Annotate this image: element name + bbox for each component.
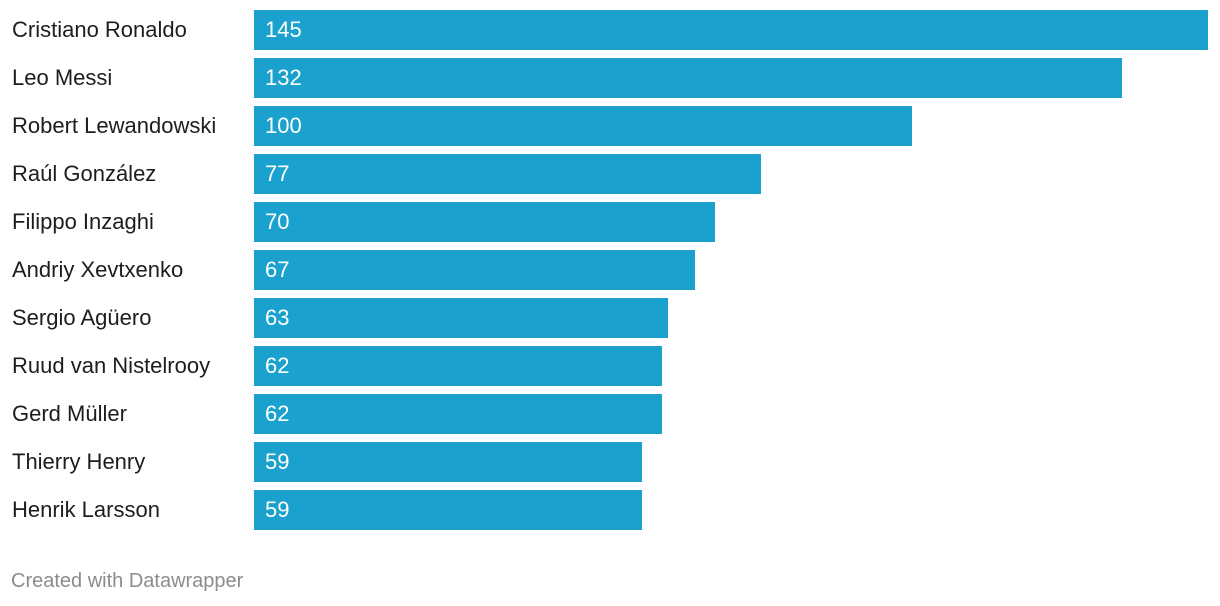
bar-row: Andriy Xevtxenko 67 [0, 250, 1220, 290]
bar-row: Gerd Müller 62 [0, 394, 1220, 434]
bar-row: Ruud van Nistelrooy 62 [0, 346, 1220, 386]
bar [254, 442, 643, 482]
value-label: 100 [265, 113, 302, 138]
category-label: Robert Lewandowski [12, 113, 217, 138]
credit-text: Created with Datawrapper [11, 570, 244, 592]
bar-row: Thierry Henry 59 [0, 442, 1220, 482]
category-label: Leo Messi [12, 65, 113, 90]
bar-row: Filippo Inzaghi 70 [0, 202, 1220, 242]
bar [254, 490, 643, 530]
value-label: 70 [265, 209, 290, 234]
bar [254, 346, 662, 386]
value-label: 77 [265, 161, 290, 186]
bar [254, 298, 669, 338]
bar [254, 58, 1123, 98]
bar-row: Sergio Agüero 63 [0, 298, 1220, 338]
value-label: 62 [265, 353, 290, 378]
value-label: 62 [265, 401, 290, 426]
category-label: Filippo Inzaghi [12, 209, 154, 234]
category-label: Gerd Müller [12, 401, 127, 426]
value-label: 132 [265, 65, 302, 90]
category-label: Henrik Larsson [12, 497, 160, 522]
value-label: 59 [265, 497, 290, 522]
category-label: Raúl González [12, 161, 157, 186]
bar [254, 154, 761, 194]
bar-row: Henrik Larsson 59 [0, 490, 1220, 530]
value-label: 59 [265, 449, 290, 474]
bar-row: Raúl González 77 [0, 154, 1220, 194]
category-label: Andriy Xevtxenko [12, 257, 184, 282]
bar-chart: Cristiano Ronaldo 145 Leo Messi 132 Robert L… [0, 10, 1220, 530]
bar-row: Leo Messi 132 [0, 58, 1220, 98]
bar [254, 394, 662, 434]
value-label: 67 [265, 257, 290, 282]
bar-row: Robert Lewandowski 100 [0, 106, 1220, 146]
category-label: Cristiano Ronaldo [12, 17, 187, 42]
bar [254, 202, 715, 242]
value-label: 63 [265, 305, 290, 330]
category-label: Thierry Henry [12, 449, 146, 474]
bar [254, 10, 1208, 50]
category-label: Ruud van Nistelrooy [12, 353, 211, 378]
category-label: Sergio Agüero [12, 305, 152, 330]
bar [254, 250, 695, 290]
bar [254, 106, 912, 146]
bar-row: Cristiano Ronaldo 145 [0, 10, 1220, 50]
value-label: 145 [265, 17, 302, 42]
